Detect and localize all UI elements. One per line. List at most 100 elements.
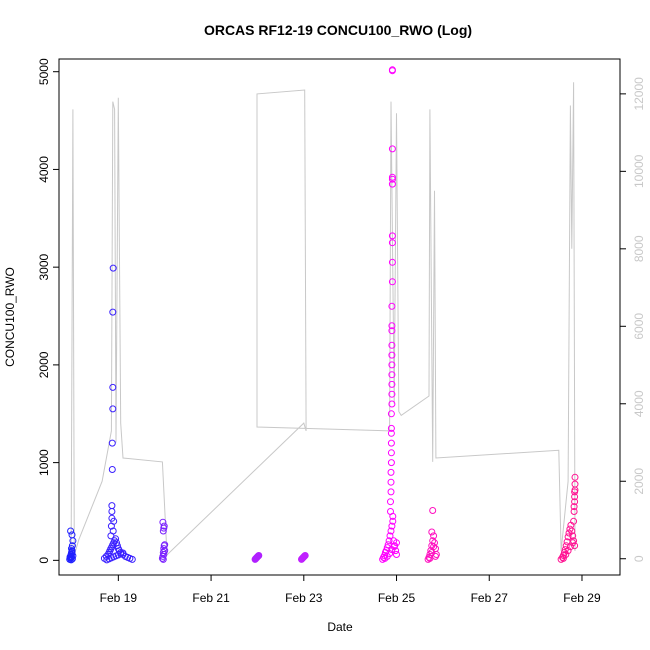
- data-point: [388, 341, 396, 349]
- data-point: [566, 525, 574, 533]
- x-tick-label: Feb 29: [563, 591, 601, 605]
- data-point: [387, 424, 395, 432]
- y-tick-label: 0: [37, 557, 51, 564]
- x-tick-label: Feb 19: [100, 591, 138, 605]
- data-point: [388, 66, 396, 74]
- data-point: [108, 466, 116, 473]
- x-axis-label: Date: [327, 620, 353, 634]
- data-point: [562, 551, 570, 558]
- data-point: [570, 508, 578, 515]
- data-point: [388, 351, 396, 359]
- data-point: [384, 541, 392, 549]
- data-point: [564, 533, 572, 541]
- data-point: [119, 549, 127, 557]
- data-point: [428, 528, 436, 536]
- data-point: [389, 517, 397, 525]
- data-point: [393, 539, 400, 547]
- data-point: [68, 545, 75, 553]
- data-point: [388, 180, 396, 188]
- data-point: [570, 503, 578, 511]
- data-point: [566, 543, 574, 551]
- data-point: [429, 507, 437, 514]
- right-tick-label: 6000: [632, 313, 646, 340]
- data-point: [253, 553, 261, 561]
- data-point: [388, 278, 396, 286]
- y-tick-label: 4000: [37, 156, 51, 183]
- data-point: [388, 232, 396, 240]
- data-point: [387, 527, 395, 535]
- data-point: [301, 552, 309, 560]
- data-point: [392, 547, 400, 555]
- data-point: [388, 400, 396, 408]
- data-point: [67, 556, 75, 564]
- data-point: [387, 468, 395, 476]
- data-point: [128, 555, 136, 563]
- data-point: [390, 543, 398, 551]
- data-point: [67, 527, 75, 535]
- background-trace-line: [70, 82, 576, 559]
- data-point: [571, 493, 579, 501]
- data-point: [571, 473, 579, 481]
- data-point: [432, 552, 439, 560]
- data-point: [430, 532, 438, 540]
- y-tick-label: 5000: [37, 58, 51, 85]
- data-point: [254, 552, 262, 560]
- data-point: [389, 512, 397, 520]
- data-point: [388, 522, 396, 530]
- data-point: [570, 517, 578, 525]
- data-point: [569, 532, 577, 540]
- data-point: [109, 264, 117, 272]
- data-point: [159, 527, 167, 535]
- data-point: [160, 551, 168, 558]
- data-point: [387, 488, 395, 496]
- data-point: [299, 554, 307, 562]
- data-point: [109, 308, 117, 316]
- data-point: [388, 327, 396, 335]
- y-tick-label: 3000: [37, 253, 51, 280]
- data-point: [388, 302, 396, 310]
- data-point: [569, 539, 577, 547]
- data-point: [159, 518, 167, 526]
- data-point: [387, 498, 394, 506]
- points-layer: [66, 66, 579, 564]
- data-point: [387, 439, 395, 447]
- x-axis: Feb 19 Feb 21 Feb 23 Feb 25 Feb 27 Feb 29: [100, 574, 601, 605]
- data-point: [108, 508, 116, 515]
- right-tick-label: 2000: [632, 468, 646, 495]
- x-tick-label: Feb 23: [285, 591, 323, 605]
- data-point: [388, 371, 396, 379]
- x-tick-label: Feb 27: [471, 591, 509, 605]
- data-point: [68, 531, 76, 539]
- data-point: [68, 548, 76, 555]
- data-point: [387, 478, 395, 486]
- data-point: [393, 551, 400, 558]
- data-point: [253, 554, 260, 562]
- data-point: [571, 498, 579, 506]
- data-point: [571, 480, 579, 488]
- data-point: [388, 361, 396, 369]
- x-tick-label: Feb 25: [378, 591, 416, 605]
- data-point: [385, 537, 393, 545]
- data-point: [388, 380, 396, 388]
- data-point: [109, 383, 117, 391]
- data-point: [115, 547, 123, 555]
- right-tick-label: 0: [632, 555, 646, 562]
- right-tick-label: 8000: [632, 235, 646, 262]
- data-point: [300, 553, 308, 561]
- data-point: [388, 390, 396, 398]
- y-tick-label: 1000: [37, 449, 51, 476]
- data-point: [161, 547, 169, 555]
- right-tick-label: 10000: [632, 154, 646, 188]
- data-point: [388, 173, 396, 181]
- data-point: [388, 145, 396, 153]
- data-point: [387, 459, 395, 467]
- data-point: [109, 405, 117, 413]
- background-line-layer: [70, 82, 576, 559]
- data-point: [159, 555, 167, 563]
- data-point: [383, 544, 391, 552]
- data-point: [388, 258, 396, 266]
- data-point: [109, 527, 117, 535]
- data-point: [387, 449, 395, 457]
- y-tick-label: 2000: [37, 351, 51, 378]
- right-tick-label: 4000: [632, 390, 646, 417]
